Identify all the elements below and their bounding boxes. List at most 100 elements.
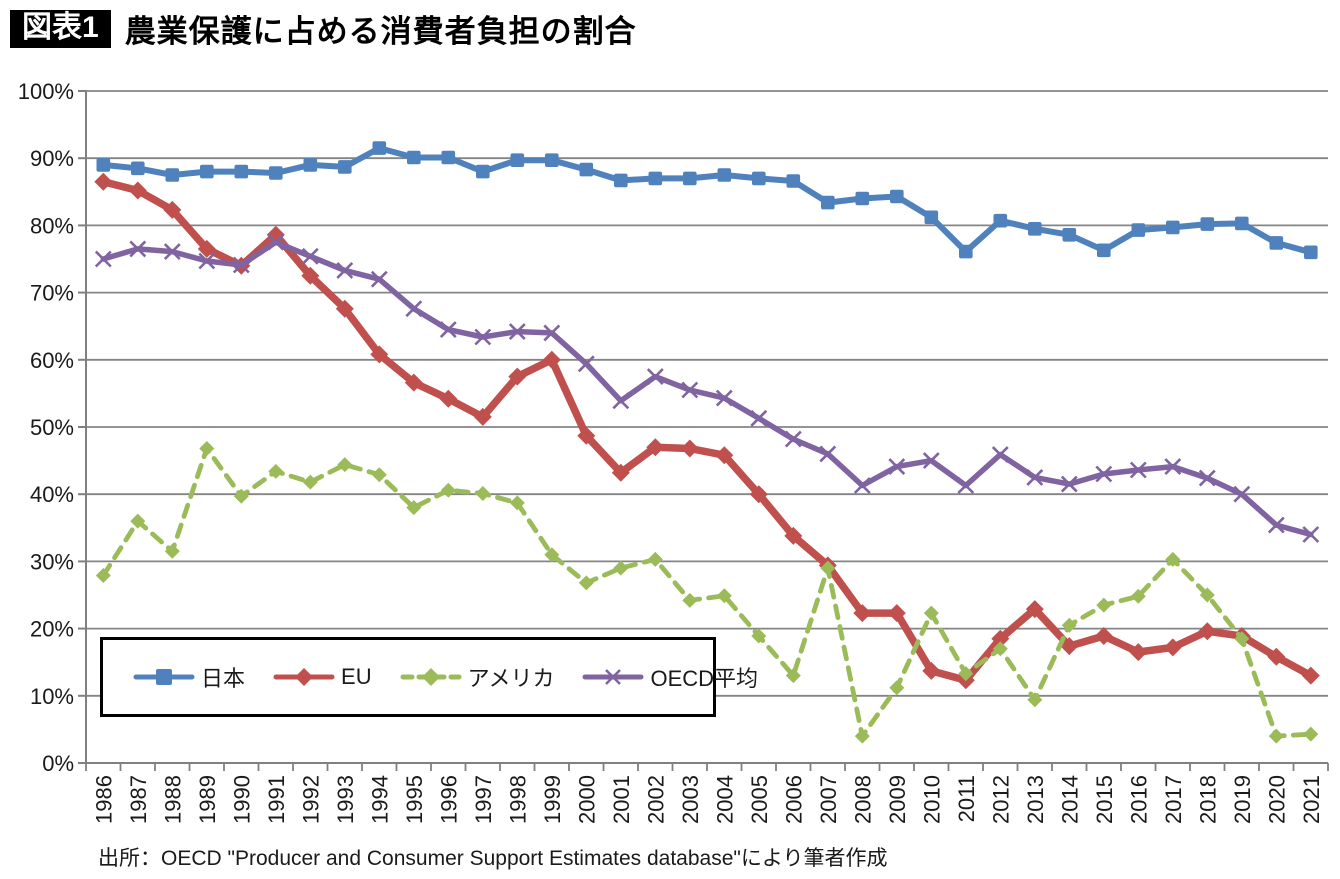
data-point-marker	[1235, 216, 1249, 231]
data-point-marker	[338, 160, 352, 174]
data-point-marker	[958, 666, 974, 682]
data-point-marker	[614, 173, 628, 188]
data-point-marker	[923, 605, 939, 621]
data-point-marker	[94, 172, 113, 191]
data-point-marker	[889, 680, 905, 696]
data-point-marker	[611, 463, 630, 482]
x-axis-label: 2017	[1161, 775, 1186, 824]
data-point-marker	[96, 158, 111, 172]
data-point-marker	[785, 668, 801, 684]
x-axis-label: 2009	[885, 775, 910, 824]
x-axis-label: 1990	[229, 775, 254, 824]
x-axis-label: 2020	[1264, 775, 1289, 824]
data-point-marker	[1061, 617, 1077, 633]
series-line	[100, 239, 1314, 538]
data-point-marker	[890, 189, 904, 204]
x-axis-label: 2014	[1057, 775, 1082, 824]
data-point-marker	[854, 728, 870, 744]
data-point-marker	[1304, 245, 1318, 260]
data-point-marker	[130, 513, 146, 529]
data-point-marker	[95, 568, 111, 583]
x-axis-label: 2010	[919, 775, 944, 824]
data-point-marker	[439, 321, 457, 339]
legend-item-usa: アメリカ	[400, 661, 554, 693]
data-point-marker	[1163, 638, 1182, 657]
data-point-marker	[474, 328, 492, 346]
data-point-marker	[1131, 223, 1146, 237]
title-badge: 図表1	[10, 9, 111, 48]
data-point-marker	[959, 244, 973, 259]
data-point-marker	[579, 162, 594, 177]
data-point-marker	[887, 604, 906, 623]
x-axis-label: 1991	[264, 775, 289, 824]
data-point-marker	[680, 439, 699, 458]
x-axis-label: 1987	[126, 775, 151, 824]
x-axis-label: 1999	[540, 775, 565, 824]
data-point-marker	[302, 474, 318, 490]
data-point-marker	[1302, 526, 1320, 543]
data-point-marker	[510, 153, 525, 167]
legend: 日本 EU アメリカ OECD平均	[100, 637, 758, 717]
data-point-marker	[1233, 485, 1251, 503]
data-point-marker	[992, 641, 1008, 657]
data-point-marker	[1130, 588, 1146, 604]
data-point-marker	[957, 477, 975, 494]
legend-label-japan: 日本	[201, 666, 246, 691]
data-point-marker	[370, 270, 388, 288]
x-axis-label: 1998	[505, 775, 530, 824]
y-axis-label: 60%	[30, 348, 74, 373]
data-point-marker	[1129, 643, 1148, 662]
data-point-marker	[1267, 516, 1285, 534]
data-point-marker	[198, 252, 216, 270]
data-point-marker	[1199, 587, 1215, 603]
data-point-marker	[234, 164, 249, 179]
series-line	[99, 177, 1315, 685]
x-axis-label: 1994	[367, 775, 392, 824]
data-point-marker	[1198, 469, 1216, 487]
data-point-marker	[819, 445, 837, 463]
data-point-marker	[301, 247, 319, 265]
data-point-marker	[129, 240, 147, 258]
x-axis-label: 2013	[1023, 775, 1048, 824]
x-axis-label: 1992	[298, 775, 323, 824]
data-point-marker	[128, 181, 147, 200]
data-point-marker	[545, 153, 559, 167]
data-point-marker	[888, 458, 906, 476]
data-point-marker	[853, 477, 871, 494]
data-point-marker	[1096, 597, 1112, 613]
data-point-marker	[163, 243, 181, 261]
data-point-marker	[682, 592, 698, 608]
data-point-marker	[544, 547, 560, 563]
data-point-marker	[922, 661, 941, 680]
x-axis-label: 2021	[1299, 775, 1324, 824]
x-axis-label: 2001	[609, 775, 634, 824]
data-point-marker	[1200, 217, 1215, 231]
data-point-marker	[1301, 666, 1320, 685]
data-point-marker	[1303, 726, 1319, 742]
data-point-marker	[681, 381, 699, 399]
data-point-marker	[578, 575, 594, 591]
legend-item-oecd: OECD平均	[582, 661, 758, 693]
y-axis-label: 20%	[30, 617, 74, 642]
legend-label-eu: EU	[341, 664, 372, 689]
data-point-marker	[269, 166, 283, 180]
chart-title-row: 図表1 農業保護に占める消費者負担の割合	[10, 6, 637, 51]
data-point-marker	[853, 604, 872, 623]
data-point-marker	[1095, 465, 1113, 483]
data-point-marker	[1094, 627, 1113, 645]
data-point-marker	[751, 628, 767, 644]
data-point-marker	[336, 261, 354, 279]
data-point-marker	[1027, 692, 1043, 708]
source-note: 出所：OECD "Producer and Consumer Support E…	[98, 847, 888, 870]
series-日本	[96, 141, 1318, 260]
data-point-marker	[473, 407, 492, 426]
legend-item-japan: 日本	[133, 661, 245, 693]
x-axis-label: 1995	[402, 775, 427, 824]
x-axis-label: 2018	[1195, 775, 1220, 824]
data-point-marker	[1129, 461, 1147, 479]
series-OECD平均	[94, 233, 1320, 543]
data-point-marker	[94, 250, 112, 268]
x-axis-label: 2011	[954, 775, 979, 822]
data-point-marker	[715, 446, 734, 465]
